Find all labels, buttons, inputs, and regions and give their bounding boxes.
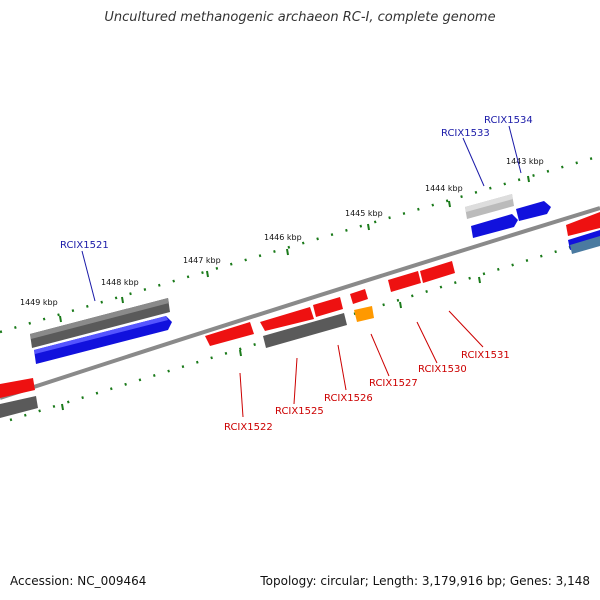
scale-label-1443: 1443 kbp <box>506 157 544 166</box>
scale-label-1448: 1448 kbp <box>101 278 139 287</box>
gene-rcix1526[interactable] <box>313 297 343 317</box>
gene-label-rcix1534[interactable]: RCIX1534 <box>484 115 533 126</box>
label-leader-lines <box>81 125 522 418</box>
gene-right-edge-blue[interactable] <box>568 230 600 254</box>
gene-rcix1527[interactable] <box>350 289 368 304</box>
gene-rcix1525[interactable] <box>260 307 314 331</box>
gene-label-rcix1526[interactable]: RCIX1526 <box>324 393 373 404</box>
gene-rcix1525-gray[interactable] <box>263 313 347 348</box>
scale-label-1445: 1445 kbp <box>345 209 383 218</box>
genome-summary-text: Topology: circular; Length: 3,179,916 bp… <box>260 574 590 588</box>
scale-label-1447: 1447 kbp <box>183 256 221 265</box>
gene-label-rcix1527[interactable]: RCIX1527 <box>369 378 418 389</box>
gene-right-edge-red[interactable] <box>566 212 600 236</box>
gene-rcix1521[interactable] <box>34 316 172 364</box>
scale-label-1446: 1446 kbp <box>264 233 302 242</box>
gene-label-rcix1531[interactable]: RCIX1531 <box>461 350 510 361</box>
gene-rcix1533-upper[interactable] <box>465 194 514 219</box>
gene-label-rcix1525[interactable]: RCIX1525 <box>275 406 324 417</box>
genome-title: Uncultured methanogenic archaeon RC-I, c… <box>104 10 496 25</box>
gene-rcix1521-outer[interactable] <box>30 298 170 348</box>
gene-rcix1527-orange[interactable] <box>354 306 374 322</box>
gene-rcix1530[interactable] <box>388 271 421 292</box>
scale-label-1449: 1449 kbp <box>20 298 58 307</box>
scale-label-1444: 1444 kbp <box>425 184 463 193</box>
gene-label-rcix1530[interactable]: RCIX1530 <box>418 364 467 375</box>
genome-backbone <box>0 206 600 400</box>
gene-rcix1534[interactable] <box>516 201 551 221</box>
gene-label-rcix1521[interactable]: RCIX1521 <box>60 240 109 251</box>
gene-label-rcix1522[interactable]: RCIX1522 <box>224 422 273 433</box>
gene-rcix1522[interactable] <box>205 322 254 346</box>
gene-left-edge-gray[interactable] <box>0 396 38 418</box>
gene-rcix1533[interactable] <box>471 214 518 238</box>
gene-label-rcix1533[interactable]: RCIX1533 <box>441 128 490 139</box>
gene-rcix1531[interactable] <box>420 261 455 283</box>
accession-text: Accession: NC_009464 <box>10 574 147 588</box>
gene-left-edge-red[interactable] <box>0 378 35 398</box>
